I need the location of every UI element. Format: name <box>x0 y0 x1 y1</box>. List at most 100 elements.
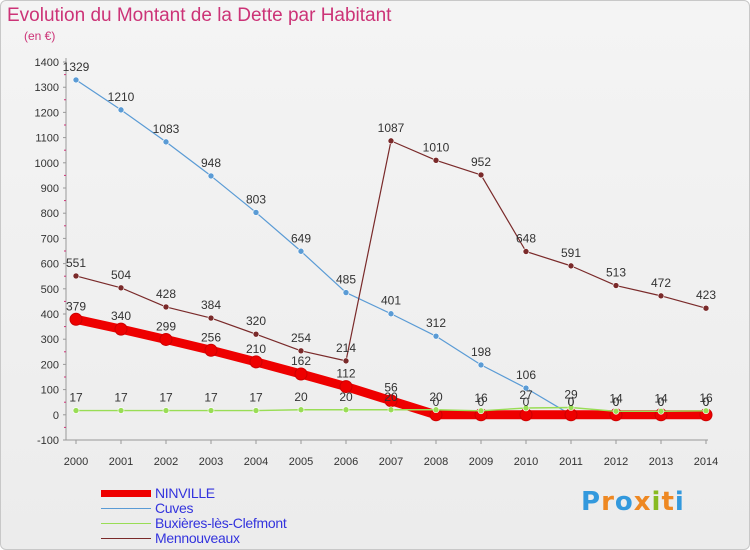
y-tick-label: 1200 <box>35 107 59 119</box>
data-label-cuves: 1210 <box>108 90 135 104</box>
legend-label-mennouveaux: Mennouveaux <box>155 530 240 546</box>
data-point-mennouveaux <box>342 357 350 365</box>
legend-swatch-mennouveaux <box>101 538 151 539</box>
x-tick-label: 2006 <box>334 456 358 468</box>
data-point-buxieres <box>162 407 170 414</box>
data-label-cuves: 649 <box>291 231 311 245</box>
data-label-ninville: 0 <box>568 395 575 409</box>
y-tick-label: 1100 <box>35 133 59 145</box>
data-label-buxieres: 14 <box>654 391 668 405</box>
data-label-ninville: 162 <box>291 354 311 368</box>
x-tick-label: 2013 <box>649 456 673 468</box>
data-point-buxieres <box>117 407 125 414</box>
data-label-buxieres: 17 <box>114 391 128 405</box>
logo-letter: r <box>601 487 615 517</box>
data-label-ninville: 256 <box>201 330 221 344</box>
data-point-mennouveaux <box>657 292 665 300</box>
data-label-buxieres: 20 <box>384 390 398 404</box>
data-label-ninville: 0 <box>658 395 665 409</box>
data-label-cuves: 0 <box>568 395 575 409</box>
data-point-mennouveaux <box>477 171 485 179</box>
y-tick-label: -100 <box>37 435 59 447</box>
data-point-mennouveaux <box>207 314 215 322</box>
data-label-cuves: 312 <box>426 316 446 330</box>
x-tick-label: 2014 <box>694 456 718 468</box>
data-point-ninville <box>69 312 83 326</box>
data-label-cuves: 1329 <box>63 60 90 74</box>
data-label-mennouveaux: 504 <box>111 268 131 282</box>
legend-swatch-buxieres <box>101 523 151 524</box>
data-label-mennouveaux: 591 <box>561 246 581 260</box>
legend-label-ninville: NINVILLE <box>155 485 215 501</box>
data-label-ninville: 379 <box>66 299 86 313</box>
data-point-mennouveaux <box>522 248 530 255</box>
data-label-mennouveaux: 254 <box>291 331 311 345</box>
data-label-ninville: 0 <box>613 395 620 409</box>
data-point-mennouveaux <box>567 262 575 270</box>
data-label-cuves: 1083 <box>153 122 180 136</box>
data-label-buxieres: 29 <box>564 387 578 401</box>
data-point-cuves <box>387 310 395 318</box>
y-tick-label: 200 <box>41 359 59 371</box>
data-label-cuves: 803 <box>246 192 266 206</box>
data-point-mennouveaux <box>297 347 305 355</box>
data-label-buxieres: 16 <box>699 391 713 405</box>
data-point-cuves <box>342 289 350 296</box>
data-label-cuves: 485 <box>336 273 356 287</box>
y-tick-label: 0 <box>53 410 59 422</box>
x-tick-label: 2004 <box>244 456 268 468</box>
x-tick-label: 2001 <box>109 456 133 468</box>
y-tick-label: 1000 <box>35 158 59 170</box>
data-label-buxieres: 17 <box>69 391 83 405</box>
data-point-ninville <box>339 380 353 394</box>
data-label-mennouveaux: 384 <box>201 298 221 312</box>
data-point-mennouveaux <box>252 330 260 338</box>
x-tick-label: 2008 <box>424 456 448 468</box>
data-point-ninville <box>294 367 308 381</box>
y-tick-label: 1300 <box>35 82 59 94</box>
proxiti-logo: Proxiti <box>581 487 685 517</box>
data-point-cuves <box>117 106 125 114</box>
data-label-mennouveaux: 320 <box>246 314 266 328</box>
data-point-buxieres <box>72 407 80 414</box>
logo-letter: P <box>581 487 602 517</box>
data-label-cuves: 198 <box>471 345 491 359</box>
data-label-mennouveaux: 428 <box>156 287 176 301</box>
data-label-buxieres: 20 <box>429 390 443 404</box>
y-tick-label: 300 <box>41 334 59 346</box>
data-label-mennouveaux: 423 <box>696 288 716 302</box>
data-point-mennouveaux <box>432 156 440 164</box>
y-tick-label: 500 <box>41 284 59 296</box>
y-tick-label: 800 <box>41 208 59 220</box>
data-label-mennouveaux: 1087 <box>378 121 405 135</box>
data-label-buxieres: 17 <box>249 391 263 405</box>
data-point-ninville <box>159 332 173 346</box>
y-tick-label: 700 <box>41 233 59 245</box>
x-tick-label: 2000 <box>64 456 88 468</box>
logo-letter: i <box>651 487 662 517</box>
data-label-buxieres: 17 <box>204 391 218 405</box>
data-point-mennouveaux <box>117 284 125 292</box>
data-point-cuves <box>252 209 260 216</box>
data-point-buxieres <box>207 407 215 414</box>
data-label-ninville: 340 <box>111 309 131 323</box>
x-tick-label: 2009 <box>469 456 493 468</box>
data-label-mennouveaux: 1010 <box>423 140 450 154</box>
logo-letter: o <box>614 487 634 517</box>
data-label-ninville: 0 <box>478 395 485 409</box>
data-label-buxieres: 16 <box>474 391 488 405</box>
x-tick-label: 2002 <box>154 456 178 468</box>
data-point-cuves <box>207 172 215 180</box>
logo-letter: t <box>661 487 675 517</box>
data-label-cuves: 401 <box>381 294 401 308</box>
data-point-mennouveaux <box>612 282 620 289</box>
x-tick-label: 2003 <box>199 456 223 468</box>
data-point-ninville <box>204 343 218 357</box>
data-label-cuves: 106 <box>516 368 536 382</box>
data-point-ninville <box>114 322 128 336</box>
data-label-ninville: 0 <box>523 395 530 409</box>
data-label-buxieres: 14 <box>609 391 623 405</box>
legend-swatch-ninville <box>101 490 151 497</box>
data-label-ninville: 0 <box>433 395 440 409</box>
